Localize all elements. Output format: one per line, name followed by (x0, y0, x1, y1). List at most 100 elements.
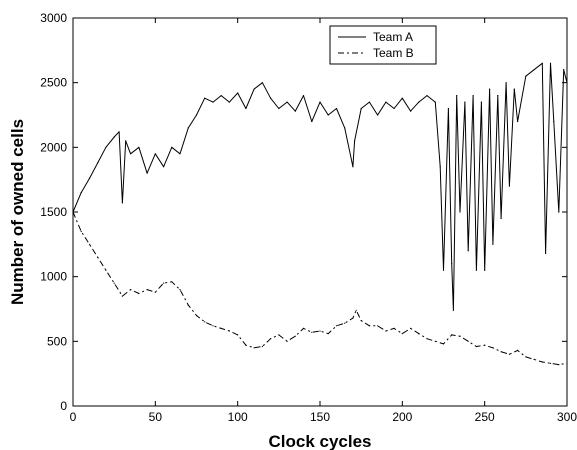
data-point-team-a (517, 120, 519, 123)
data-point-team-b (146, 289, 148, 291)
data-point-team-b (401, 333, 403, 335)
data-point-team-b (154, 291, 156, 293)
data-point-team-b (302, 327, 305, 329)
data-point-team-a (121, 202, 123, 204)
data-point-team-b (270, 338, 272, 340)
data-point-team-a (492, 243, 494, 245)
data-point-team-a (352, 166, 354, 168)
data-point-team-a (368, 101, 370, 103)
data-point-team-a (302, 95, 305, 97)
data-point-team-a (549, 62, 552, 64)
data-point-team-b (195, 314, 198, 317)
y-tick-label: 1500 (40, 205, 67, 219)
data-point-team-a (533, 69, 535, 71)
data-point-team-a (456, 95, 458, 97)
series-points-team-a (72, 62, 568, 311)
data-point-team-b (179, 289, 181, 291)
data-point-team-b (355, 309, 357, 311)
x-tick-label: 0 (70, 410, 77, 424)
x-tick-label: 200 (392, 410, 412, 424)
x-axis-title: Clock cycles (268, 432, 371, 450)
data-point-team-b (294, 335, 296, 337)
data-point-team-a (171, 146, 173, 148)
data-point-team-a (270, 97, 272, 99)
data-point-team-b (533, 358, 535, 360)
data-point-team-a (80, 192, 82, 194)
legend-label-team-a: Team A (373, 30, 413, 44)
x-tick-label: 300 (557, 410, 577, 424)
x-tick-label: 50 (149, 410, 163, 424)
data-point-team-b (467, 340, 469, 342)
data-point-team-a (434, 101, 436, 103)
data-point-team-a (294, 110, 296, 112)
data-point-team-a (360, 107, 362, 110)
data-point-team-b (237, 334, 239, 336)
data-point-team-a (447, 107, 449, 110)
data-point-team-a (464, 101, 466, 103)
data-point-team-a (563, 69, 565, 71)
data-point-team-b (500, 351, 502, 353)
data-point-team-b (451, 334, 453, 336)
data-point-team-b (220, 327, 222, 329)
data-point-team-a (113, 136, 115, 138)
data-point-team-a (467, 250, 469, 252)
data-point-team-b (492, 347, 494, 349)
data-point-team-a (154, 153, 156, 155)
x-tick-label: 150 (310, 410, 330, 424)
plot-lines (72, 62, 568, 366)
x-tick-label: 250 (475, 410, 495, 424)
data-point-team-b (253, 347, 255, 349)
data-point-team-b (171, 281, 173, 283)
data-point-team-b (335, 325, 338, 327)
data-point-team-a (385, 101, 387, 103)
data-point-team-a (245, 107, 247, 110)
data-point-team-b (121, 295, 123, 297)
data-point-team-a (472, 95, 474, 97)
data-point-team-b (113, 282, 115, 284)
data-point-team-a (497, 95, 499, 97)
data-point-team-b (228, 330, 230, 332)
data-point-team-a (286, 101, 288, 103)
data-point-team-b (344, 322, 346, 324)
data-point-team-b (261, 345, 263, 348)
data-point-team-b (410, 327, 412, 329)
data-point-team-a (212, 101, 214, 103)
data-point-team-a (553, 120, 555, 123)
data-point-team-b (393, 327, 395, 329)
data-point-team-a (125, 140, 127, 142)
y-tick-label: 3000 (40, 11, 67, 25)
data-point-team-b (360, 320, 362, 322)
data-point-team-b (517, 349, 519, 351)
data-point-team-a (541, 62, 543, 64)
data-point-team-a (480, 101, 482, 103)
data-point-team-b (508, 353, 510, 355)
data-point-team-a (138, 146, 140, 148)
data-point-team-b (549, 362, 552, 364)
data-point-team-b (327, 333, 329, 335)
data-point-team-a (105, 146, 107, 148)
data-point-team-b (245, 344, 247, 346)
y-tick-label: 2000 (40, 140, 67, 154)
data-point-team-a (439, 166, 441, 168)
data-point-team-b (278, 334, 280, 336)
data-point-team-a (505, 82, 507, 84)
data-point-team-b (352, 317, 354, 319)
data-point-team-b (319, 330, 321, 332)
axis-ticks (72, 17, 568, 407)
data-point-team-b (426, 338, 428, 340)
data-point-team-a (253, 88, 255, 90)
data-point-team-a (442, 269, 445, 271)
data-point-team-a (525, 75, 527, 77)
data-point-team-a (97, 162, 99, 164)
data-point-team-a (452, 309, 454, 311)
data-point-team-b (138, 292, 140, 295)
x-tick-label: 100 (228, 410, 248, 424)
y-tick-label: 1000 (40, 270, 67, 284)
legend-label-team-b: Team B (373, 46, 414, 60)
data-point-team-a (558, 211, 560, 213)
y-tick-label: 500 (47, 334, 67, 348)
data-point-team-a (393, 107, 395, 110)
data-point-team-b (484, 344, 486, 346)
data-point-team-a (475, 269, 477, 271)
